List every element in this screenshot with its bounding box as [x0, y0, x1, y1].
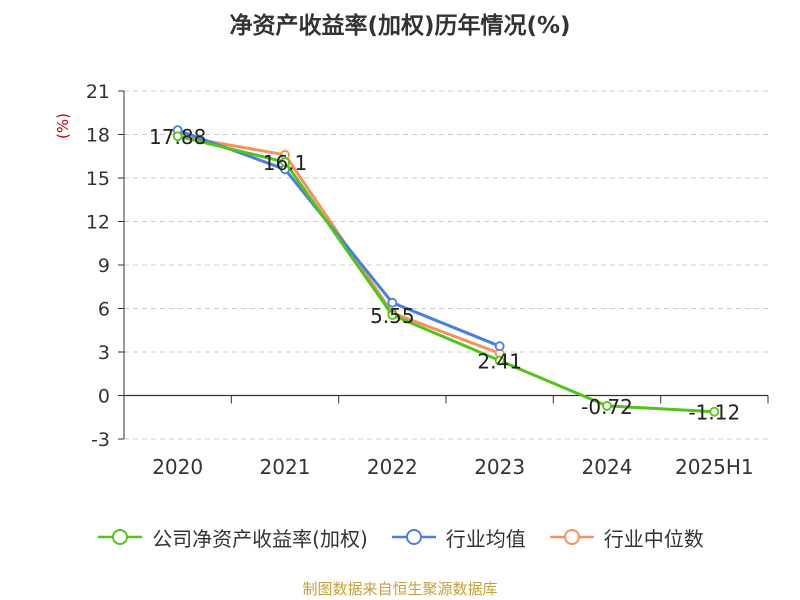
- legend-label-company: 公司净资产收益率(加权): [152, 526, 368, 551]
- data-label: 16.1: [263, 151, 308, 175]
- y-tick-label: 18: [86, 125, 110, 147]
- series-line-0: [177, 134, 715, 414]
- legend-marker-industry-median: [549, 529, 594, 545]
- y-tick-label: -3: [91, 429, 110, 451]
- series-point-1: [494, 341, 505, 352]
- data-label: 2.41: [477, 350, 522, 374]
- x-tick-label: 2022: [367, 455, 418, 479]
- chart-title: 净资产收益率(加权)历年情况(%): [229, 13, 571, 39]
- legend-label-industry-avg: 行业均值: [445, 526, 526, 551]
- series-point-0: [280, 157, 290, 167]
- y-tick-label: 12: [86, 212, 110, 234]
- x-tick-label: 2020: [152, 455, 203, 479]
- x-tick-label: 2023: [474, 455, 525, 479]
- x-tick-label: 2025H1: [675, 455, 754, 479]
- y-tick-label: 21: [86, 81, 110, 103]
- legend-label-industry-median: 行业中位数: [603, 526, 704, 551]
- data-source-note: 制图数据来自恒生聚源数据库: [302, 580, 498, 598]
- series-point-0: [387, 310, 398, 320]
- y-tick-label: 3: [98, 342, 110, 364]
- series-point-1: [387, 297, 398, 308]
- series-point-0: [494, 355, 505, 366]
- series-line-2: [177, 134, 501, 355]
- series-point-0: [709, 406, 720, 417]
- y-tick-label: 15: [86, 168, 110, 190]
- series-point-0: [602, 401, 612, 411]
- data-label: 17.88: [149, 125, 206, 149]
- y-tick-label: 6: [98, 299, 110, 321]
- x-tick-label: 2021: [260, 455, 311, 479]
- data-label: -1.12: [688, 401, 740, 425]
- x-tick-label: 2024: [582, 455, 633, 479]
- data-label: 5.55: [370, 304, 415, 328]
- legend-item-company[interactable]: 公司净资产收益率(加权): [96, 523, 368, 552]
- y-tick-label: 9: [98, 255, 110, 277]
- y-axis-label: (%): [54, 113, 72, 139]
- legend-item-industry-median[interactable]: 行业中位数: [548, 523, 704, 552]
- data-label: -0.72: [581, 395, 633, 419]
- legend-marker-company: [98, 529, 143, 545]
- series-point-0: [172, 131, 183, 142]
- chart-legend: 公司净资产收益率(加权) 行业均值 行业中位数: [0, 520, 800, 554]
- legend-item-industry-avg[interactable]: 行业均值: [390, 523, 526, 552]
- y-tick-label: 0: [98, 386, 110, 408]
- legend-marker-industry-avg: [391, 529, 436, 545]
